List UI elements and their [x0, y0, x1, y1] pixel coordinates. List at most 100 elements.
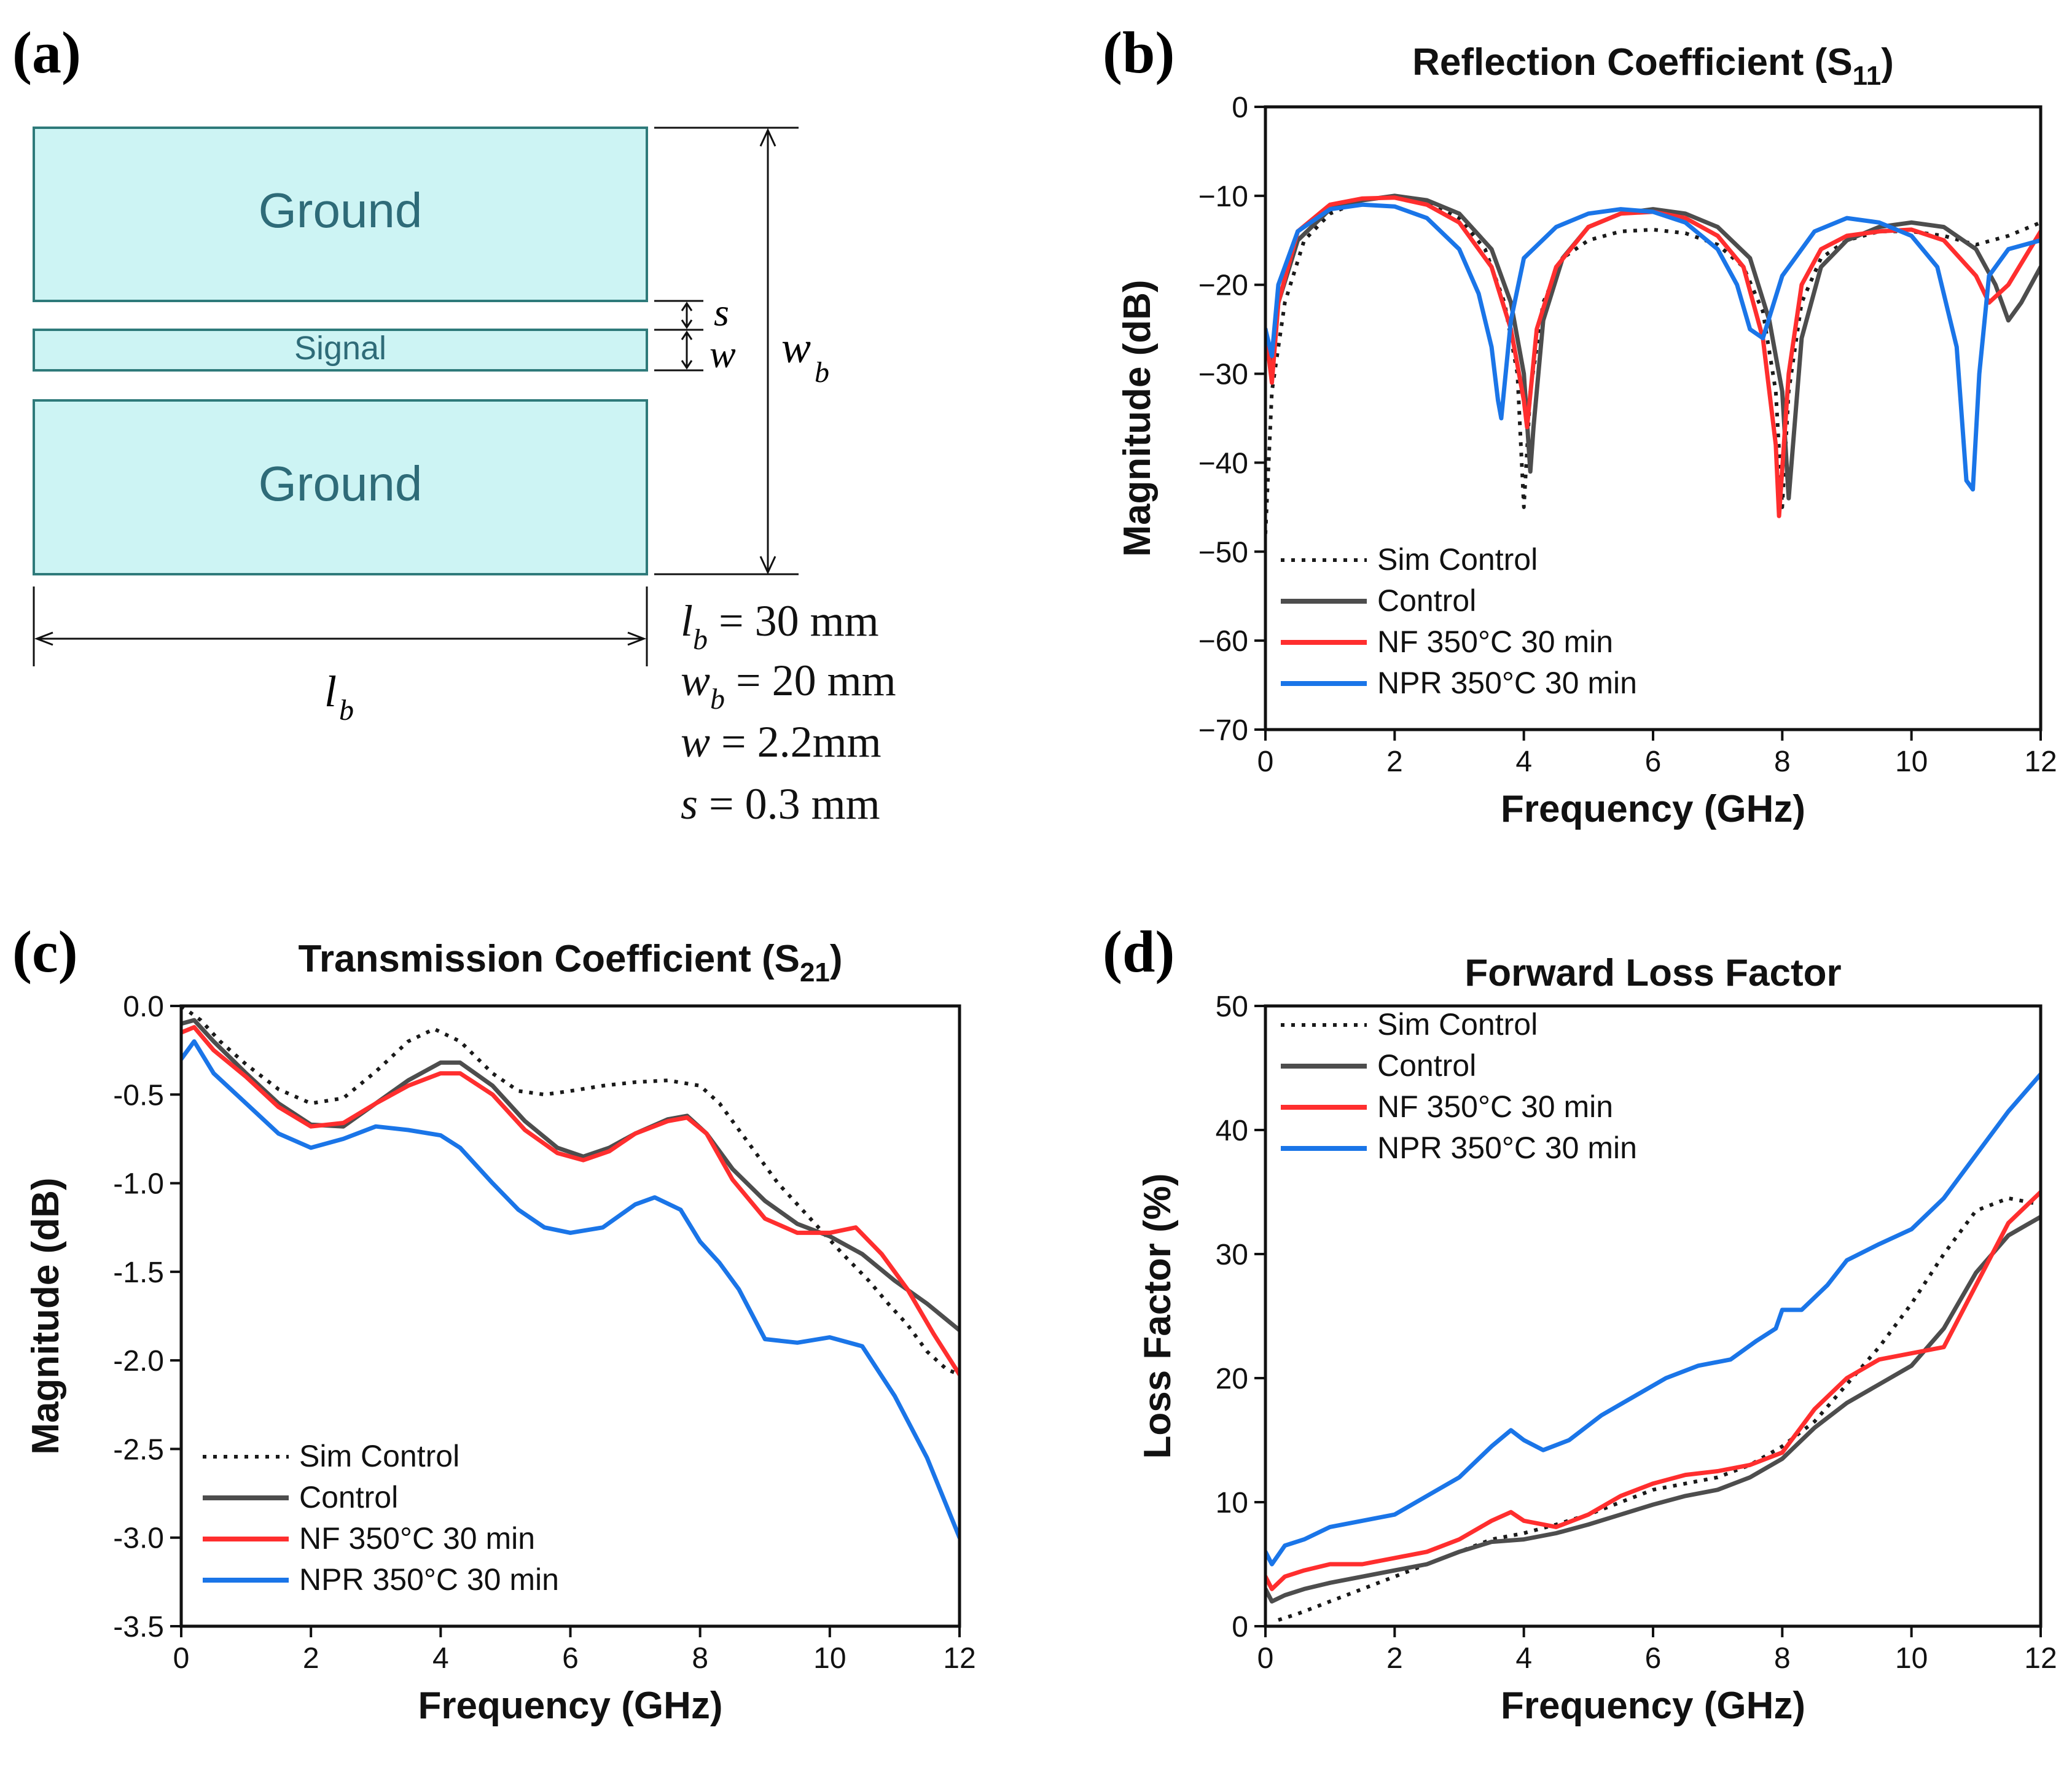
- y-tick-label: -2.0: [113, 1345, 164, 1377]
- plot-area: [1265, 193, 2041, 534]
- x-tick-label: 12: [943, 1642, 975, 1675]
- y-tick-label: −40: [1198, 447, 1248, 480]
- chart-title: Transmission Coefficient (S21): [298, 938, 842, 988]
- series-line-control: [1265, 1214, 2041, 1604]
- legend-label: Sim Control: [299, 1439, 459, 1473]
- chart-title-end: ): [830, 938, 843, 980]
- legend-label: NF 350°C 30 min: [1377, 625, 1613, 659]
- y-tick-label: −70: [1198, 714, 1248, 747]
- dim-lb-subscript: b: [339, 694, 354, 727]
- chart-title-subscript: 11: [1853, 61, 1882, 91]
- x-tick-label: 4: [1515, 746, 1532, 778]
- y-tick-label: −50: [1198, 536, 1248, 569]
- x-tick-label: 0: [173, 1642, 190, 1675]
- x-axis-label: Frequency (GHz): [418, 1685, 722, 1727]
- panel-c: (c) Transmission Coefficient (S21) 0 2 4 6 8 10…: [12, 919, 976, 1727]
- dim-wb-label: w b: [781, 323, 829, 389]
- signal-label: Signal: [294, 330, 386, 367]
- y-tick-label: −20: [1198, 270, 1248, 302]
- x-tick-label: 10: [1895, 1642, 1928, 1675]
- spec-value: = 2.2mm: [710, 717, 882, 766]
- y-tick-label: 0: [1232, 92, 1248, 124]
- x-tick-label: 2: [303, 1642, 319, 1675]
- chart-title-end: ): [1881, 41, 1894, 84]
- spec-symbol: l: [681, 596, 693, 645]
- series-line-nf-350-c-30-min: [1265, 195, 2041, 518]
- chart-title-main: Reflection Coefficient (S: [1412, 41, 1853, 84]
- legend-label: NF 350°C 30 min: [299, 1521, 535, 1556]
- y-tick-label: −10: [1198, 181, 1248, 213]
- dim-lb-label: l b: [324, 667, 354, 727]
- x-axis-label: Frequency (GHz): [1501, 1685, 1805, 1727]
- ground-label-bottom: Ground: [259, 456, 423, 511]
- dim-wb-subscript: b: [815, 356, 829, 389]
- y-tick-label: 20: [1216, 1363, 1248, 1395]
- dim-s-label: s: [714, 290, 729, 334]
- y-tick-label: −30: [1198, 359, 1248, 391]
- panel-label-d: (d): [1103, 919, 1175, 984]
- panel-a: (a) Ground Signal Ground: [12, 20, 896, 828]
- spec-value: = 20 mm: [725, 656, 896, 705]
- chart-title-main: Forward Loss Factor: [1464, 952, 1841, 994]
- dim-wb-symbol: w: [781, 323, 811, 372]
- x-tick-label: 6: [1645, 1642, 1662, 1675]
- dim-lb-symbol: l: [324, 667, 337, 716]
- legend-label: Control: [1377, 1048, 1476, 1083]
- x-tick-label: 12: [2024, 1642, 2057, 1675]
- y-tick-label: -1.0: [113, 1168, 164, 1201]
- y-tick-label: 10: [1216, 1487, 1248, 1519]
- x-axis-label: Frequency (GHz): [1501, 788, 1805, 830]
- y-tick-label: -1.5: [113, 1257, 164, 1289]
- x-tick-label: 0: [1257, 1642, 1274, 1675]
- y-tick-label: -3.0: [113, 1522, 164, 1555]
- y-axis-label: Magnitude (dB): [25, 1177, 67, 1454]
- x-tick-label: 8: [692, 1642, 708, 1675]
- x-tick-label: 12: [2024, 746, 2057, 778]
- spec-subscript: b: [710, 683, 725, 715]
- spec-line: wb = 20 mm: [681, 656, 896, 715]
- x-tick-label: 8: [1774, 746, 1791, 778]
- series-line-nf-350-c-30-min: [181, 1025, 960, 1377]
- series-line-sim-control: [1278, 1196, 2041, 1622]
- cpw-schematic: Ground Signal Ground: [33, 127, 648, 575]
- spec-symbol: w: [681, 656, 710, 705]
- x-tick-label: 4: [432, 1642, 449, 1675]
- series-line-npr-350-c-30-min: [1265, 202, 2041, 492]
- panel-label-c: (c): [12, 919, 78, 984]
- legend: Sim Control Control NF 350°C 30 min NPR 350…: [1281, 1007, 1637, 1165]
- legend-label: Sim Control: [1377, 1007, 1538, 1042]
- series-line-sim-control: [1265, 193, 2041, 534]
- chart-title-main: Transmission Coefficient (S: [298, 938, 800, 980]
- dim-w-label: w: [710, 332, 736, 376]
- series-line-npr-350-c-30-min: [1265, 1072, 2041, 1567]
- panel-b: (b) Reflection Coefficient (S11) 0 2 4 6 8 10 12…: [1103, 20, 2057, 830]
- y-tick-label: -3.5: [113, 1611, 164, 1643]
- spec-line: s = 0.3 mm: [681, 779, 880, 828]
- legend-label: Control: [1377, 583, 1476, 618]
- legend-label: NPR 350°C 30 min: [1377, 666, 1637, 700]
- series-line-nf-350-c-30-min: [1265, 1190, 2041, 1591]
- panel-d: (d) Forward Loss Factor 0 2 4 6 8 10 12 0 10 20 30 40…: [1103, 919, 2057, 1727]
- y-tick-label: 30: [1216, 1239, 1248, 1271]
- x-tick-label: 8: [1774, 1642, 1791, 1675]
- legend-label: Sim Control: [1377, 542, 1538, 577]
- y-tick-label: 0: [1232, 1611, 1248, 1643]
- panel-label-a: (a): [12, 20, 81, 85]
- x-tick-label: 4: [1515, 1642, 1532, 1675]
- spec-line: w = 2.2mm: [681, 717, 882, 766]
- legend-label: Control: [299, 1480, 398, 1514]
- y-tick-label: 0.0: [123, 991, 164, 1023]
- x-tick-label: 2: [1386, 1642, 1403, 1675]
- series-line-control: [181, 1018, 960, 1333]
- dimension-lines: [33, 127, 799, 666]
- spec-subscript: b: [693, 623, 708, 656]
- legend-label: NPR 350°C 30 min: [299, 1562, 559, 1597]
- y-axis-label: Loss Factor (%): [1136, 1173, 1179, 1459]
- spec-symbol: w: [681, 717, 710, 766]
- y-tick-label: 40: [1216, 1115, 1248, 1147]
- series-line-npr-350-c-30-min: [181, 1039, 960, 1540]
- plot-area: [1265, 1072, 2041, 1622]
- series-line-control: [1265, 193, 2041, 501]
